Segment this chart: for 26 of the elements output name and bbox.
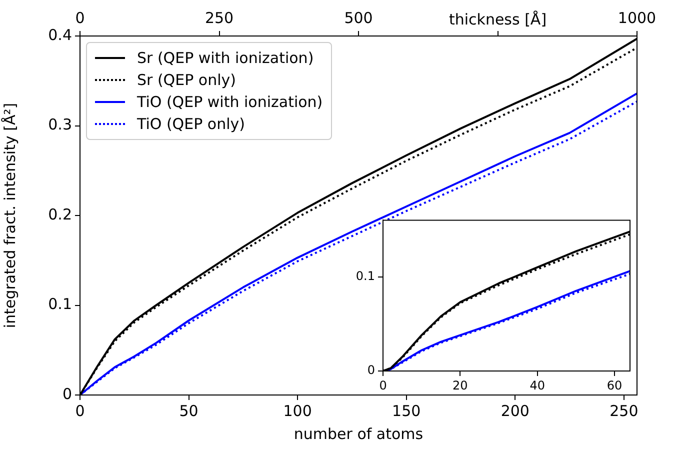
y-tick-label: 0.3 [48, 116, 72, 134]
x-tick-label: 60 [606, 378, 622, 392]
y-axis-title: integrated fract. intensity [Å²] [0, 102, 19, 328]
x-tick-label: 250 [610, 402, 638, 420]
x-tick-label: 20 [452, 378, 468, 392]
legend-label: Sr (QEP with ionization) [137, 49, 314, 67]
x2-tick-label: 250 [204, 8, 234, 27]
x-tick-label: 0 [379, 378, 387, 392]
y-tick-label: 0.4 [48, 26, 72, 44]
x-tick-label: 200 [500, 402, 530, 420]
x2-tick-label: 0 [75, 8, 85, 27]
x-axis-title: number of atoms [294, 424, 424, 443]
legend-label: TiO (QEP with ionization) [137, 93, 323, 111]
legend-label: TiO (QEP only) [137, 115, 245, 133]
x-tick-label: 150 [392, 402, 421, 420]
x2-tick-label: 1000 [618, 8, 656, 27]
legend-label: Sr (QEP only) [137, 71, 236, 89]
y-tick-label: 0.1 [356, 268, 375, 283]
x2-tick-label: 500 [344, 8, 373, 27]
y-tick-label: 0.2 [48, 205, 72, 224]
x-tick-label: 50 [179, 402, 198, 420]
x-tick-label: 40 [530, 378, 546, 392]
x2-axis-title: thickness [Å] [448, 10, 547, 28]
x-tick-label: 100 [283, 402, 312, 420]
y-tick-label: 0.1 [48, 295, 72, 314]
x-tick-label: 0 [75, 402, 85, 420]
